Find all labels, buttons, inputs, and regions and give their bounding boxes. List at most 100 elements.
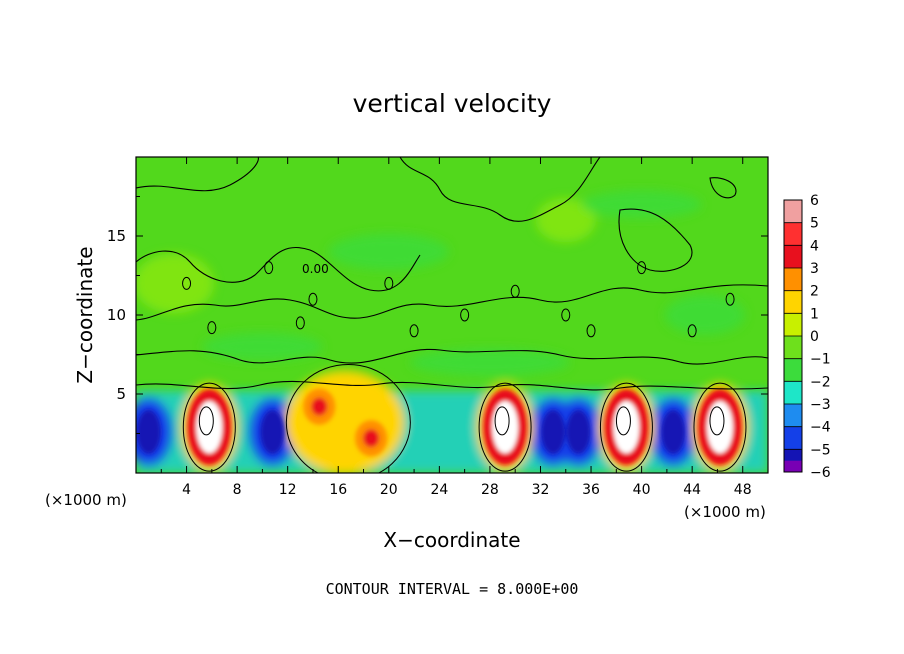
colorbar-swatch: [784, 426, 802, 450]
contour-loop: [460, 308, 470, 322]
contour-line: [136, 247, 421, 292]
colorbar-swatch: [784, 268, 802, 291]
colorbar-label: −2: [810, 374, 831, 390]
colorbar-label: −3: [810, 397, 831, 413]
secondary-updraft-core: [363, 429, 380, 448]
x-tick-label: 24: [430, 482, 448, 498]
x-tick-label: 4: [182, 482, 191, 498]
contour-interval-note: CONTOUR INTERVAL = 8.000E+00: [326, 580, 579, 598]
colorbar-label: 0: [810, 329, 819, 345]
field-region: [581, 190, 702, 219]
secondary-updraft-core: [311, 397, 328, 416]
field-region: [409, 348, 570, 377]
colorbar-swatch: [784, 313, 802, 336]
colorbar-swatch: [784, 404, 802, 427]
colorbar-swatch: [784, 381, 802, 404]
colorbar-label: −5: [810, 442, 831, 458]
y-axis-label: Z−coordinate: [73, 246, 97, 383]
contour-loop: [510, 284, 520, 298]
y-axis: 5 10 15: [107, 196, 768, 434]
colorbar-swatch: [784, 336, 802, 359]
updraft-core-contour: [615, 406, 631, 436]
updraft-core: [196, 401, 223, 454]
x-tick-label: 20: [380, 482, 398, 498]
colorbar-label: 5: [810, 216, 819, 232]
x-axis-label: X−coordinate: [383, 528, 520, 552]
x-axis: 4 8 12 16 20 24 28 32 36 40 44 48: [160, 157, 752, 498]
contour-line: [136, 380, 768, 391]
downdraft-core: [541, 409, 566, 454]
x-unit-label-right: (×1000 m): [684, 503, 766, 521]
field-region: [136, 253, 214, 314]
x-tick-label: 12: [279, 482, 297, 498]
updraft-boundary-contour: [693, 382, 747, 472]
contour-line: [136, 284, 768, 321]
x-tick-label: 16: [329, 482, 347, 498]
colorbar-swatch-bottom: [784, 460, 802, 472]
updraft-core: [492, 401, 519, 454]
x-tick-label: 36: [582, 482, 600, 498]
colorbar-label: −1: [810, 352, 831, 368]
secondary-updraft-contour: [285, 363, 411, 473]
updraft-boundary-contour: [182, 382, 236, 472]
field-region: [328, 233, 449, 270]
contour-loop: [409, 324, 419, 338]
updraft-boundary-contour: [599, 382, 653, 472]
zero-contours: [136, 157, 768, 473]
contour-line: [399, 157, 601, 222]
contour-loop: [561, 308, 571, 322]
x-tick-label: 8: [233, 482, 242, 498]
downdraft-core: [260, 409, 285, 454]
field-core-layer: [136, 388, 742, 466]
downdraft-core: [566, 409, 591, 454]
colorbar-label: 3: [810, 261, 819, 277]
field-region: [664, 295, 745, 335]
secondary-updraft-region: [284, 370, 405, 473]
colorbar-swatch: [784, 222, 802, 246]
colorbar-label: 4: [810, 238, 819, 254]
updraft-core: [613, 401, 640, 454]
y-tick-label: 10: [107, 306, 126, 324]
downdraft-core: [136, 409, 161, 454]
velocity-field: [136, 190, 768, 473]
contour-loop: [308, 292, 318, 306]
colorbar: 6 5 4 3 2 1 0 −1 −2 −3 −4 −5 −6: [783, 193, 831, 481]
x-tick-label: 28: [481, 482, 499, 498]
updraft-boundary-contour: [478, 382, 532, 472]
contour-loop: [207, 321, 217, 335]
updraft-core: [706, 401, 733, 454]
colorbar-label: −6: [810, 465, 831, 481]
downdraft-core: [661, 409, 686, 454]
plot-area: [136, 157, 768, 473]
x-unit-label-left: (×1000 m): [45, 491, 127, 509]
updraft-core-contour: [494, 406, 510, 436]
y-tick-label: 5: [116, 385, 126, 403]
updraft-core-contour: [198, 406, 214, 436]
colorbar-label: 1: [810, 306, 819, 322]
contour-line: [618, 208, 693, 272]
x-tick-label: 32: [532, 482, 550, 498]
colorbar-swatch: [784, 290, 802, 314]
contour-loop: [586, 324, 596, 338]
contour-loop: [687, 324, 697, 338]
x-tick-label: 40: [633, 482, 651, 498]
field-region: [535, 198, 596, 243]
colorbar-label: −4: [810, 420, 831, 436]
contour-loop: [637, 261, 647, 275]
colorbar-swatch: [784, 358, 802, 382]
contour-line: [136, 348, 768, 365]
colorbar-label: 6: [810, 193, 819, 209]
updraft-core-contour: [709, 406, 725, 436]
x-tick-label: 44: [683, 482, 701, 498]
contour-line: [709, 177, 737, 199]
contour-line: [136, 157, 259, 192]
field-region: [202, 332, 323, 361]
chart-title: vertical velocity: [353, 89, 552, 118]
colorbar-label: 2: [810, 284, 819, 300]
contour-loop: [182, 276, 192, 290]
colorbar-swatch: [784, 245, 802, 268]
colorbar-swatch: [784, 200, 802, 223]
contour-loop: [295, 316, 305, 330]
contour-loop: [264, 261, 274, 275]
